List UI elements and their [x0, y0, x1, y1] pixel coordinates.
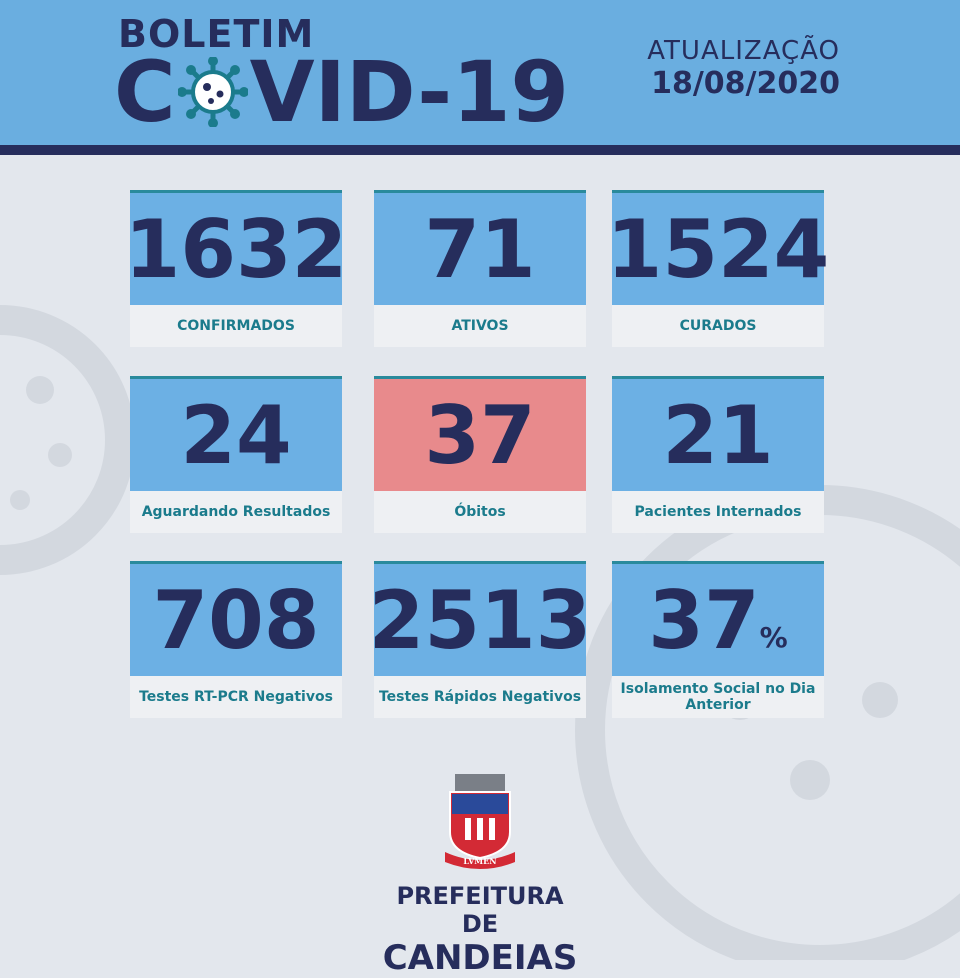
stat-number-box: 71	[374, 190, 586, 305]
stat-card: 21 Pacientes Internados	[612, 376, 824, 533]
stat-number-box: 708	[130, 561, 342, 676]
stat-label: Pacientes Internados	[634, 504, 802, 520]
stat-card: 1524 CURADOS	[607, 190, 829, 347]
title: C VID-19	[114, 50, 569, 134]
stat-value: 24	[180, 388, 292, 482]
stat-value: 37	[648, 573, 760, 667]
stat-value: 2513	[368, 573, 592, 667]
stat-value: 71	[424, 202, 536, 296]
title-prefix: C	[114, 43, 176, 141]
stat-label: ATIVOS	[451, 318, 509, 334]
stat-card: 37 Óbitos	[374, 376, 586, 533]
stat-number-box: 2513	[369, 561, 591, 676]
stat-label: Testes Rápidos Negativos	[378, 689, 582, 705]
title-suffix: VID-19	[249, 43, 569, 141]
stat-number-box: 37%	[612, 561, 824, 676]
stat-label: Testes RT-PCR Negativos	[139, 689, 333, 705]
stat-card: 37% Isolamento Social no Dia Anterior	[612, 561, 824, 718]
stat-label: CONFIRMADOS	[177, 318, 295, 334]
stat-label: Óbitos	[454, 504, 506, 520]
update-label: ATUALIZAÇÃO	[647, 36, 840, 66]
stat-number-box: 37	[374, 376, 586, 491]
stat-number-box: 24	[130, 376, 342, 491]
stat-card: 708 Testes RT-PCR Negativos	[130, 561, 342, 718]
stat-value: 708	[152, 573, 320, 667]
stat-card: 71 ATIVOS	[374, 190, 586, 347]
footer: LVMEN PREFEITURA DE CANDEIAS	[380, 770, 580, 978]
stat-value: 1524	[606, 202, 830, 296]
header: BOLETIM C VID-19 ATUALIZAÇÃO 18/08/2020	[0, 0, 960, 155]
stat-label: Aguardando Resultados	[141, 504, 331, 520]
stat-value: 1632	[124, 202, 348, 296]
virus-icon	[177, 57, 248, 127]
stat-number-box: 1632	[125, 190, 347, 305]
update-date: 18/08/2020	[651, 66, 840, 101]
stat-card: 1632 CONFIRMADOS	[125, 190, 347, 347]
stat-unit: %	[759, 621, 788, 654]
crest: LVMEN	[445, 774, 515, 869]
crest-motto: LVMEN	[463, 856, 496, 866]
stat-card: 2513 Testes Rápidos Negativos	[369, 561, 591, 718]
stat-card: 24 Aguardando Resultados	[130, 376, 342, 533]
stat-value: 37	[424, 388, 536, 482]
stat-value: 21	[662, 388, 774, 482]
stat-number-box: 1524	[607, 190, 829, 305]
footer-line1: PREFEITURA DE	[396, 882, 564, 938]
stat-label: CURADOS	[679, 318, 757, 334]
stat-number-box: 21	[612, 376, 824, 491]
kicker: BOLETIM	[118, 12, 315, 56]
stat-label: Isolamento Social no Dia Anterior	[620, 681, 816, 713]
update-info: ATUALIZAÇÃO 18/08/2020	[647, 36, 840, 101]
footer-line2: CANDEIAS	[382, 938, 578, 978]
